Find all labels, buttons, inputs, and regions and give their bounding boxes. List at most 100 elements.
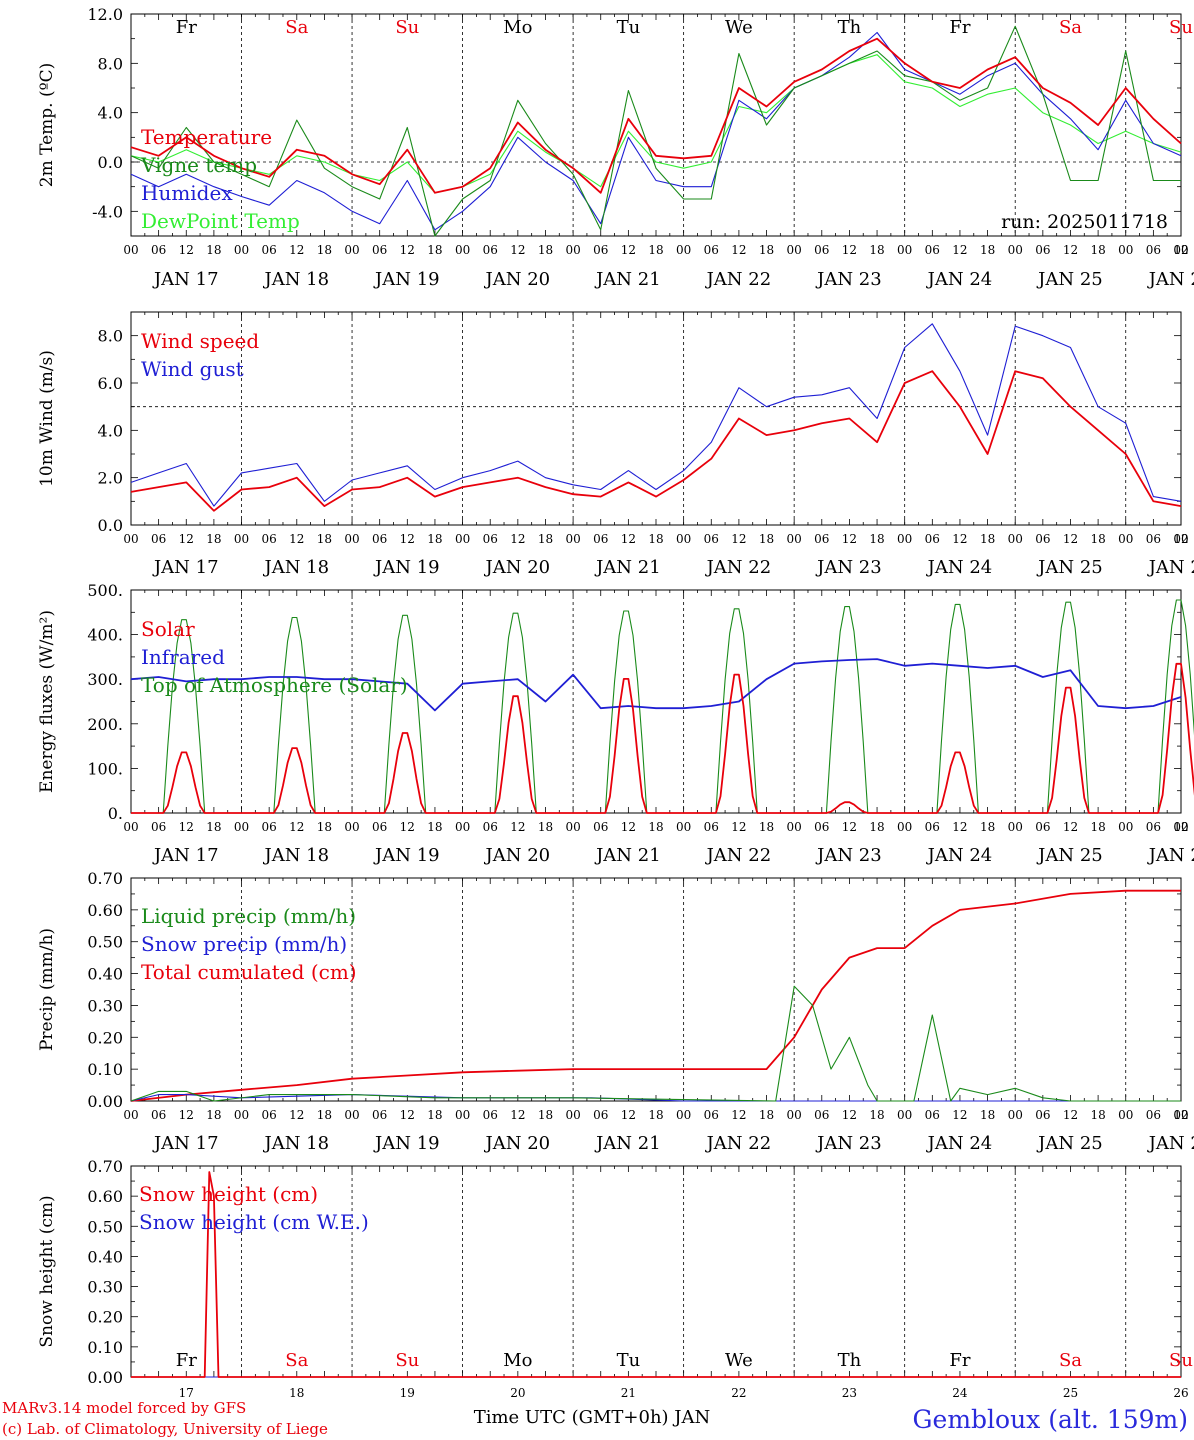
hour-tick-label: 18 — [1090, 243, 1105, 257]
day-name-label: Sa — [285, 1350, 308, 1371]
y-tick-label: 0. — [108, 804, 123, 823]
hour-tick-label: 12 — [842, 243, 857, 257]
series-line — [130, 31, 1182, 231]
hour-tick-label: 18 — [206, 1108, 221, 1122]
hour-tick-label: 00 — [787, 532, 802, 546]
hour-tick-label: 06 — [925, 243, 940, 257]
y-tick-label: 0.50 — [87, 933, 123, 952]
y-tick-label: 400. — [87, 626, 123, 645]
station-label: Gembloux (alt. 159m) — [913, 1405, 1188, 1434]
day-name-label: Su — [1169, 17, 1193, 38]
date-label: JAN 24 — [926, 557, 993, 578]
day-number-label: 20 — [510, 1386, 525, 1400]
day-name-label: We — [725, 1350, 753, 1371]
hour-tick-label: 00 — [1173, 1108, 1188, 1122]
date-label: JAN 23 — [815, 845, 882, 866]
hour-tick-label: 12 — [179, 532, 194, 546]
y-axis-label: Snow height (cm) — [37, 1195, 57, 1347]
day-name-label: Tu — [617, 1350, 641, 1371]
day-name-label: Sa — [1059, 1350, 1082, 1371]
hour-tick-label: 00 — [234, 532, 249, 546]
hour-tick-label: 00 — [1118, 1108, 1133, 1122]
series-line — [131, 1171, 1181, 1378]
hour-tick-label: 00 — [565, 532, 580, 546]
hour-tick-label: 18 — [1090, 532, 1105, 546]
day-name-label: Su — [1169, 1350, 1193, 1371]
hour-tick-label: 12 — [952, 243, 967, 257]
hour-tick-label: 00 — [897, 532, 912, 546]
hour-tick-label: 12 — [842, 820, 857, 834]
hour-tick-label: 00 — [787, 1108, 802, 1122]
date-label: JAN 19 — [373, 557, 440, 578]
date-label: JAN 23 — [815, 269, 882, 290]
series-line — [130, 54, 1182, 194]
series-line — [130, 889, 1181, 1102]
legend-entry: Total cumulated (cm) — [141, 960, 357, 984]
date-label: JAN 26 — [1147, 1133, 1194, 1154]
day-name-label: Th — [838, 17, 862, 38]
hour-tick-label: 00 — [787, 243, 802, 257]
series-line — [130, 985, 1181, 1102]
date-label: JAN 23 — [815, 557, 882, 578]
hour-tick-label: 12 — [621, 820, 636, 834]
y-tick-label: 0.0 — [98, 153, 123, 172]
hour-tick-label: 18 — [317, 820, 332, 834]
series-line — [130, 25, 1181, 237]
hour-tick-label: 00 — [565, 243, 580, 257]
y-tick-label: 8.0 — [98, 54, 123, 73]
date-label: JAN 22 — [705, 845, 772, 866]
y-axis-label: 10m Wind (m/s) — [37, 350, 57, 487]
hour-tick-label: 06 — [925, 1108, 940, 1122]
hour-tick-label: 00 — [676, 820, 691, 834]
hour-tick-label: 12 — [400, 1108, 415, 1122]
hour-tick-label: 06 — [814, 1108, 829, 1122]
hour-tick-label: 18 — [648, 1108, 663, 1122]
hour-tick-label: 06 — [704, 820, 719, 834]
date-label: JAN 23 — [815, 1133, 882, 1154]
hour-tick-label: 00 — [565, 820, 580, 834]
hour-tick-label: 12 — [1173, 243, 1188, 257]
legend-entry: Snow precip (mm/h) — [141, 932, 347, 956]
footer-model: MARv3.14 model forced by GFS — [2, 1399, 246, 1417]
legend-entry: Solar — [141, 617, 195, 641]
day-number-label: 18 — [289, 1386, 304, 1400]
y-tick-label: 4.0 — [98, 104, 123, 123]
y-tick-label: 0.30 — [87, 996, 123, 1015]
day-number-label: 23 — [842, 1386, 857, 1400]
hour-tick-label: 00 — [1008, 820, 1023, 834]
series-line — [130, 37, 1182, 194]
hour-tick-label: 18 — [980, 532, 995, 546]
hour-tick-label: 06 — [262, 1108, 277, 1122]
hour-tick-label: 00 — [1008, 532, 1023, 546]
day-name-label: Fr — [176, 17, 197, 38]
hour-tick-label: 06 — [593, 532, 608, 546]
legend-entry: Wind gust — [141, 357, 244, 381]
hour-tick-label: 12 — [731, 243, 746, 257]
date-label: JAN 18 — [262, 269, 329, 290]
hour-tick-label: 12 — [842, 1108, 857, 1122]
date-label: JAN 22 — [705, 557, 772, 578]
legend-entry: Infrared — [141, 645, 225, 669]
day-name-label: Mo — [503, 1350, 532, 1371]
hour-tick-label: 18 — [317, 1108, 332, 1122]
series-line — [131, 599, 1194, 814]
hour-tick-label: 12 — [289, 243, 304, 257]
series-line — [130, 323, 1182, 507]
hour-tick-label: 00 — [1173, 243, 1188, 257]
date-label: JAN 19 — [373, 269, 440, 290]
y-axis-label: 2m Temp. (ºC) — [37, 63, 57, 188]
hour-tick-label: 00 — [455, 243, 470, 257]
hour-tick-label: 12 — [1063, 820, 1078, 834]
hour-tick-label: 18 — [648, 820, 663, 834]
hour-tick-label: 00 — [897, 820, 912, 834]
hour-tick-label: 00 — [787, 820, 802, 834]
hour-tick-label: 00 — [123, 532, 138, 546]
y-tick-label: 0.10 — [87, 1060, 123, 1079]
hour-tick-label: 18 — [317, 532, 332, 546]
hour-tick-label: 18 — [206, 243, 221, 257]
hour-tick-label: 06 — [483, 243, 498, 257]
hour-tick-label: 12 — [289, 532, 304, 546]
y-tick-label: 0.70 — [87, 1157, 123, 1176]
hour-tick-label: 12 — [1173, 532, 1188, 546]
hour-tick-label: 12 — [510, 820, 525, 834]
